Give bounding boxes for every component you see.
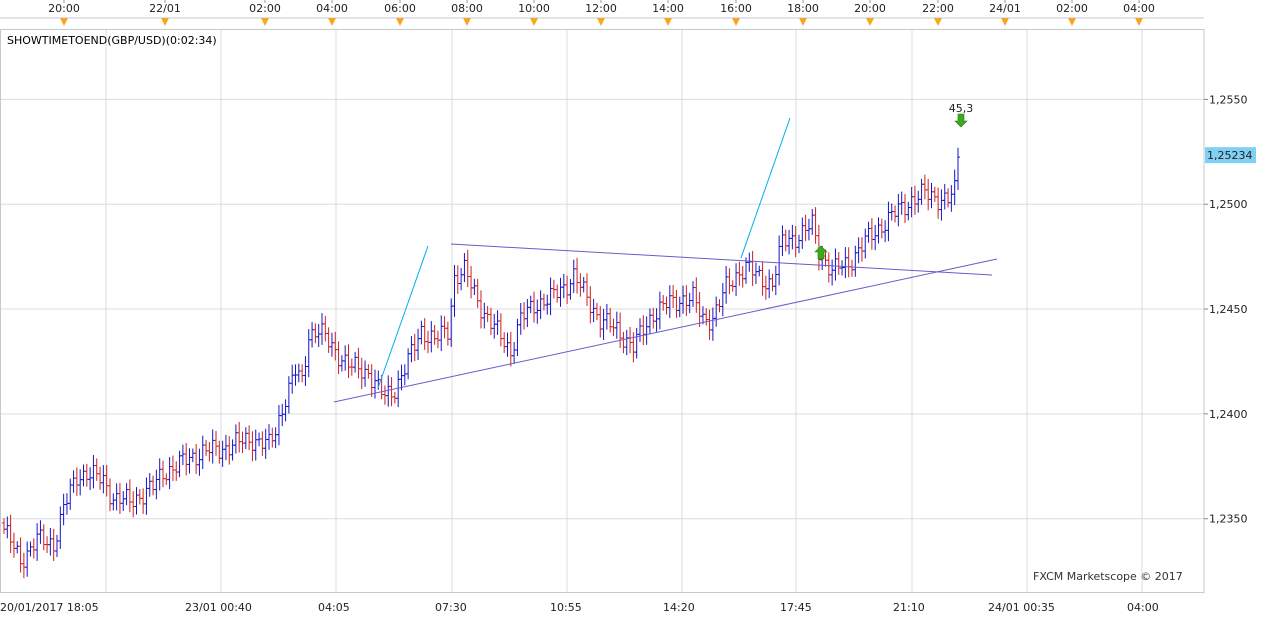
event-marker-icon — [799, 18, 807, 26]
top-tick-label: 22/01 — [149, 2, 181, 15]
top-tick-label: 02:00 — [249, 2, 281, 15]
bottom-tick-label: 04:00 — [1127, 601, 1159, 614]
bottom-tick-label: 10:55 — [550, 601, 582, 614]
event-marker-icon — [463, 18, 471, 26]
trendline-impulse-1 — [377, 245, 429, 389]
bottom-tick-label: 04:05 — [318, 601, 350, 614]
ohlc-bar — [956, 147, 960, 191]
sell-arrow-icon — [954, 113, 968, 128]
event-marker-icon — [597, 18, 605, 26]
annotation-label: 45,3 — [949, 102, 974, 115]
top-tick-label: 04:00 — [1123, 2, 1155, 15]
event-marker-icon — [866, 18, 874, 26]
event-marker-icon — [1068, 18, 1076, 26]
top-tick-label: 22:00 — [922, 2, 954, 15]
top-tick-label: 10:00 — [518, 2, 550, 15]
bottom-tick-label: 21:10 — [893, 601, 925, 614]
support-line — [333, 258, 998, 403]
top-tick-label: 16:00 — [720, 2, 752, 15]
top-tick-label: 20:00 — [48, 2, 80, 15]
price-bars — [2, 147, 960, 579]
price-tick-label: 1,2350 — [1209, 513, 1248, 526]
top-tick-label: 02:00 — [1056, 2, 1088, 15]
current-price-label: 1,25234 — [1207, 149, 1253, 162]
bottom-time-axis: 20/01/2017 18:05 23/01 00:40 04:05 07:30 10:… — [0, 601, 1159, 614]
bottom-tick-label: 24/01 00:35 — [988, 601, 1055, 614]
bottom-tick-label: 23/01 00:40 — [185, 601, 252, 614]
event-marker-icon — [934, 18, 942, 26]
event-marker-icon — [328, 18, 336, 26]
trend-lines — [333, 117, 998, 403]
top-tick-label: 04:00 — [316, 2, 348, 15]
price-tick-label: 1,2450 — [1209, 303, 1248, 316]
event-marker-icon — [396, 18, 404, 26]
event-marker-icon — [161, 18, 169, 26]
chart-title: SHOWTIMETOEND(GBP/USD)(0:02:34) — [7, 34, 217, 47]
grid-lines — [0, 29, 1204, 592]
event-marker-icon — [530, 18, 538, 26]
event-marker-icon — [732, 18, 740, 26]
top-tick-label: 20:00 — [854, 2, 886, 15]
event-marker-icon — [60, 18, 68, 26]
bottom-tick-label: 17:45 — [780, 601, 812, 614]
top-tick-label: 06:00 — [384, 2, 416, 15]
top-tick-label: 24/01 — [989, 2, 1021, 15]
event-marker-icon — [1001, 18, 1009, 26]
buy-arrow-icon — [814, 245, 828, 260]
event-marker-icon — [261, 18, 269, 26]
signal-markers: 45,3 — [814, 102, 974, 260]
price-tick-label: 1,2550 — [1209, 93, 1248, 106]
bottom-tick-label: 20/01/2017 18:05 — [0, 601, 99, 614]
price-axis: 1,2550 1,2500 1,2450 1,2400 1,2350 1,25234 — [1203, 29, 1256, 592]
price-tick-label: 1,2500 — [1209, 198, 1248, 211]
top-tick-label: 14:00 — [652, 2, 684, 15]
current-price-box — [1205, 147, 1256, 164]
top-tick-label: 18:00 — [787, 2, 819, 15]
top-tick-label: 12:00 — [585, 2, 617, 15]
watermark: FXCM Marketscope © 2017 — [1033, 570, 1183, 583]
top-tick-label: 08:00 — [451, 2, 483, 15]
bottom-tick-label: 07:30 — [435, 601, 467, 614]
event-marker-icon — [1135, 18, 1143, 26]
top-time-axis: 20:00 22/01 02:00 04:00 06:00 08:00 10:00 12:00… — [48, 0, 1155, 26]
bottom-tick-label: 14:20 — [663, 601, 695, 614]
resistance-line — [450, 243, 993, 276]
trendline-impulse-2 — [740, 117, 791, 259]
price-tick-label: 1,2400 — [1209, 408, 1248, 421]
event-marker-icon — [664, 18, 672, 26]
